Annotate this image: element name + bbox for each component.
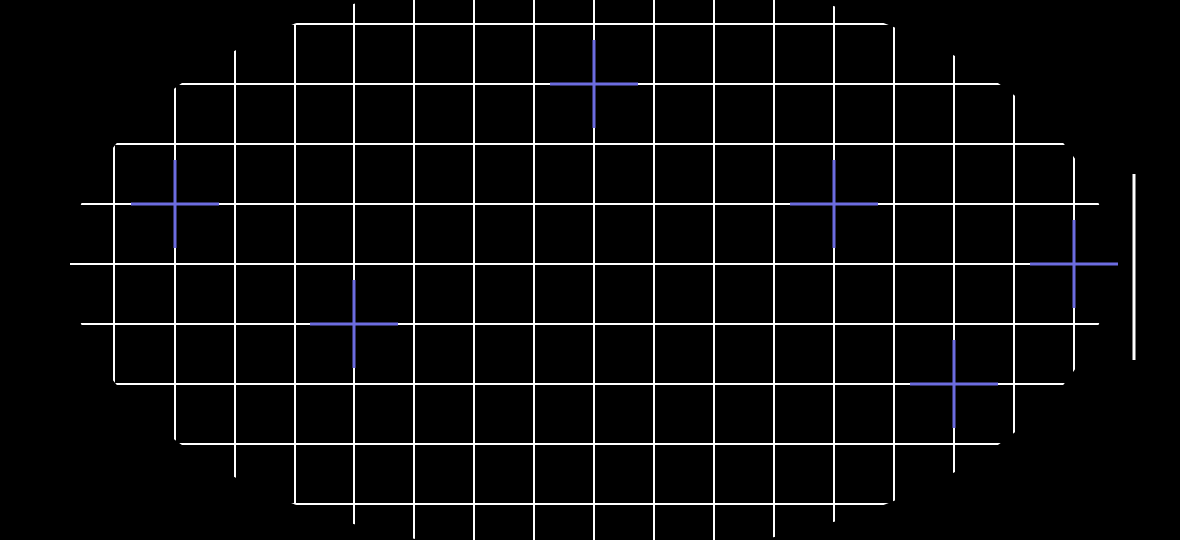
source-marker-2[interactable]: [550, 40, 638, 128]
source-marker-6[interactable]: [910, 340, 998, 428]
source-marker-4[interactable]: [1030, 220, 1118, 308]
marker-layer: [131, 40, 1118, 428]
source-marker-5[interactable]: [310, 280, 398, 368]
source-marker-1[interactable]: [131, 160, 219, 248]
source-marker-3[interactable]: [790, 160, 878, 248]
